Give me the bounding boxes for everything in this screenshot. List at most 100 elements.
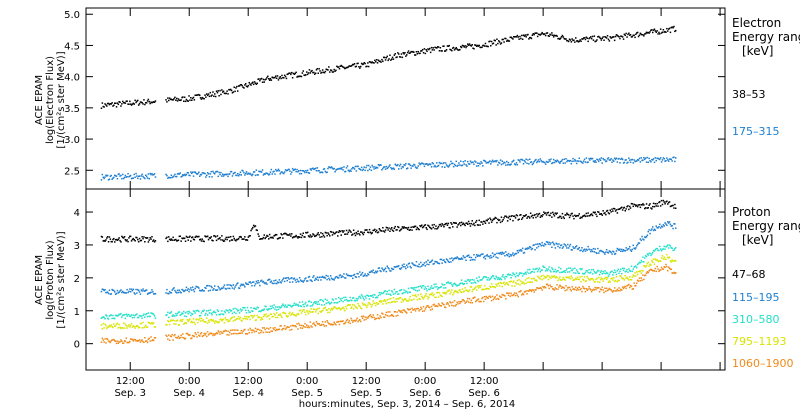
proton-point-2-397: [461, 282, 464, 284]
proton-point-1-527: [576, 248, 579, 250]
electron-point-0-284: [361, 63, 364, 66]
proton-point-2-132: [227, 309, 229, 312]
electron-point-0-359: [428, 48, 430, 51]
proton-point-2-219: [304, 303, 306, 305]
electron-point-0-251: [332, 71, 335, 73]
electron-point-1-468: [524, 161, 527, 163]
proton-legend-entry-795-1193: 795–1193: [732, 335, 787, 348]
proton-point-4-101: [199, 333, 202, 335]
proton-point-3-6: [106, 327, 108, 329]
proton-point-2-193: [281, 305, 283, 307]
proton-point-0-307: [382, 227, 384, 229]
proton-point-1-501: [553, 244, 556, 246]
electron-point-1-107: [205, 176, 207, 178]
proton-point-0-562: [607, 212, 610, 214]
proton-point-2-476: [531, 270, 534, 273]
electron-point-0-31: [128, 103, 130, 105]
electron-point-0-1: [101, 102, 104, 104]
proton-point-3-18: [116, 322, 119, 325]
electron-point-1-254: [335, 169, 337, 171]
electron-point-0-164: [255, 83, 258, 85]
proton-point-2-534: [582, 273, 585, 275]
electron-point-1-151: [244, 174, 246, 176]
electron-point-1-14: [113, 176, 115, 179]
proton-point-3-285: [362, 304, 365, 306]
proton-point-4-463: [520, 290, 522, 292]
proton-point-1-306: [381, 267, 383, 269]
proton-point-1-229: [313, 275, 315, 277]
proton-point-2-579: [622, 269, 625, 272]
proton-point-2-587: [629, 270, 632, 272]
electron-point-1-443: [502, 162, 504, 165]
proton-point-2-77: [178, 311, 181, 313]
electron-point-0-413: [475, 45, 478, 47]
proton-point-3-241: [323, 307, 326, 309]
electron-point-0-309: [383, 56, 386, 59]
proton-point-3-598: [639, 270, 642, 272]
proton-point-2-472: [528, 272, 530, 275]
proton-point-4-428: [489, 295, 491, 297]
proton-legend: Proton Energy range [keV] 47–68 115–195 …: [732, 205, 800, 370]
proton-point-4-430: [490, 299, 493, 302]
proton-point-4-601: [642, 274, 644, 276]
electron-point-0-16: [114, 102, 117, 104]
proton-point-0-545: [592, 211, 595, 213]
electron-point-0-632: [669, 31, 672, 34]
proton-point-0-482: [536, 215, 539, 217]
electron-point-0-228: [312, 71, 314, 74]
proton-point-0-437: [497, 218, 499, 221]
proton-point-0-231: [314, 235, 317, 237]
electron-point-0-314: [388, 58, 390, 60]
proton-point-3-471: [527, 281, 529, 283]
electron-point-0-593: [635, 33, 637, 35]
proton-point-4-108: [206, 335, 208, 338]
proton-point-2-573: [617, 268, 619, 271]
proton-point-4-333: [405, 311, 407, 313]
proton-point-2-624: [662, 248, 665, 250]
proton-point-3-253: [334, 306, 336, 309]
proton-point-2-179: [268, 308, 271, 310]
proton-point-4-52: [146, 341, 149, 344]
proton-point-0-352: [421, 226, 424, 229]
proton-point-1-307: [382, 268, 384, 271]
proton-point-2-346: [416, 290, 419, 292]
electron-point-0-517: [567, 40, 570, 43]
electron-point-1-453: [511, 161, 513, 163]
proton-point-2-189: [277, 308, 280, 311]
electron-point-0-99: [198, 93, 200, 96]
electron-legend-title: Electron: [732, 16, 781, 30]
proton-point-0-163: [254, 225, 257, 227]
proton-point-3-508: [559, 279, 562, 281]
proton-point-4-604: [644, 274, 647, 276]
proton-point-1-479: [534, 249, 536, 251]
proton-point-4-603: [644, 274, 646, 277]
proton-point-3-277: [355, 306, 358, 309]
proton-point-4-394: [459, 302, 461, 305]
electron-point-0-105: [203, 98, 205, 100]
proton-point-0-57: [151, 236, 153, 238]
electron-point-0-433: [493, 39, 496, 41]
proton-point-2-617: [656, 248, 658, 250]
proton-point-0-468: [524, 214, 527, 217]
electron-point-1-389: [454, 164, 457, 167]
proton-point-0-137: [231, 239, 234, 241]
proton-point-3-394: [459, 288, 461, 291]
proton-point-4-352: [421, 310, 424, 312]
proton-point-4-547: [594, 286, 596, 289]
electron-point-0-334: [406, 54, 408, 56]
electron-point-0-476: [531, 34, 534, 36]
proton-point-2-438: [498, 277, 500, 279]
proton-point-3-458: [515, 283, 518, 285]
electron-point-1-294: [370, 169, 373, 172]
electron-point-1-226: [310, 169, 312, 171]
electron-point-0-328: [400, 53, 403, 55]
proton-point-3-538: [586, 275, 588, 278]
electron-legend: Electron Energy range [keV] 38–53 175–31…: [732, 16, 800, 138]
proton-point-0-497: [550, 212, 552, 214]
proton-point-2-67: [169, 312, 172, 314]
proton-point-1-234: [317, 279, 319, 281]
proton-point-2-468: [524, 271, 527, 274]
electron-point-0-448: [506, 39, 509, 41]
proton-point-2-398: [462, 283, 465, 286]
proton-plot-frame: [85, 188, 726, 371]
